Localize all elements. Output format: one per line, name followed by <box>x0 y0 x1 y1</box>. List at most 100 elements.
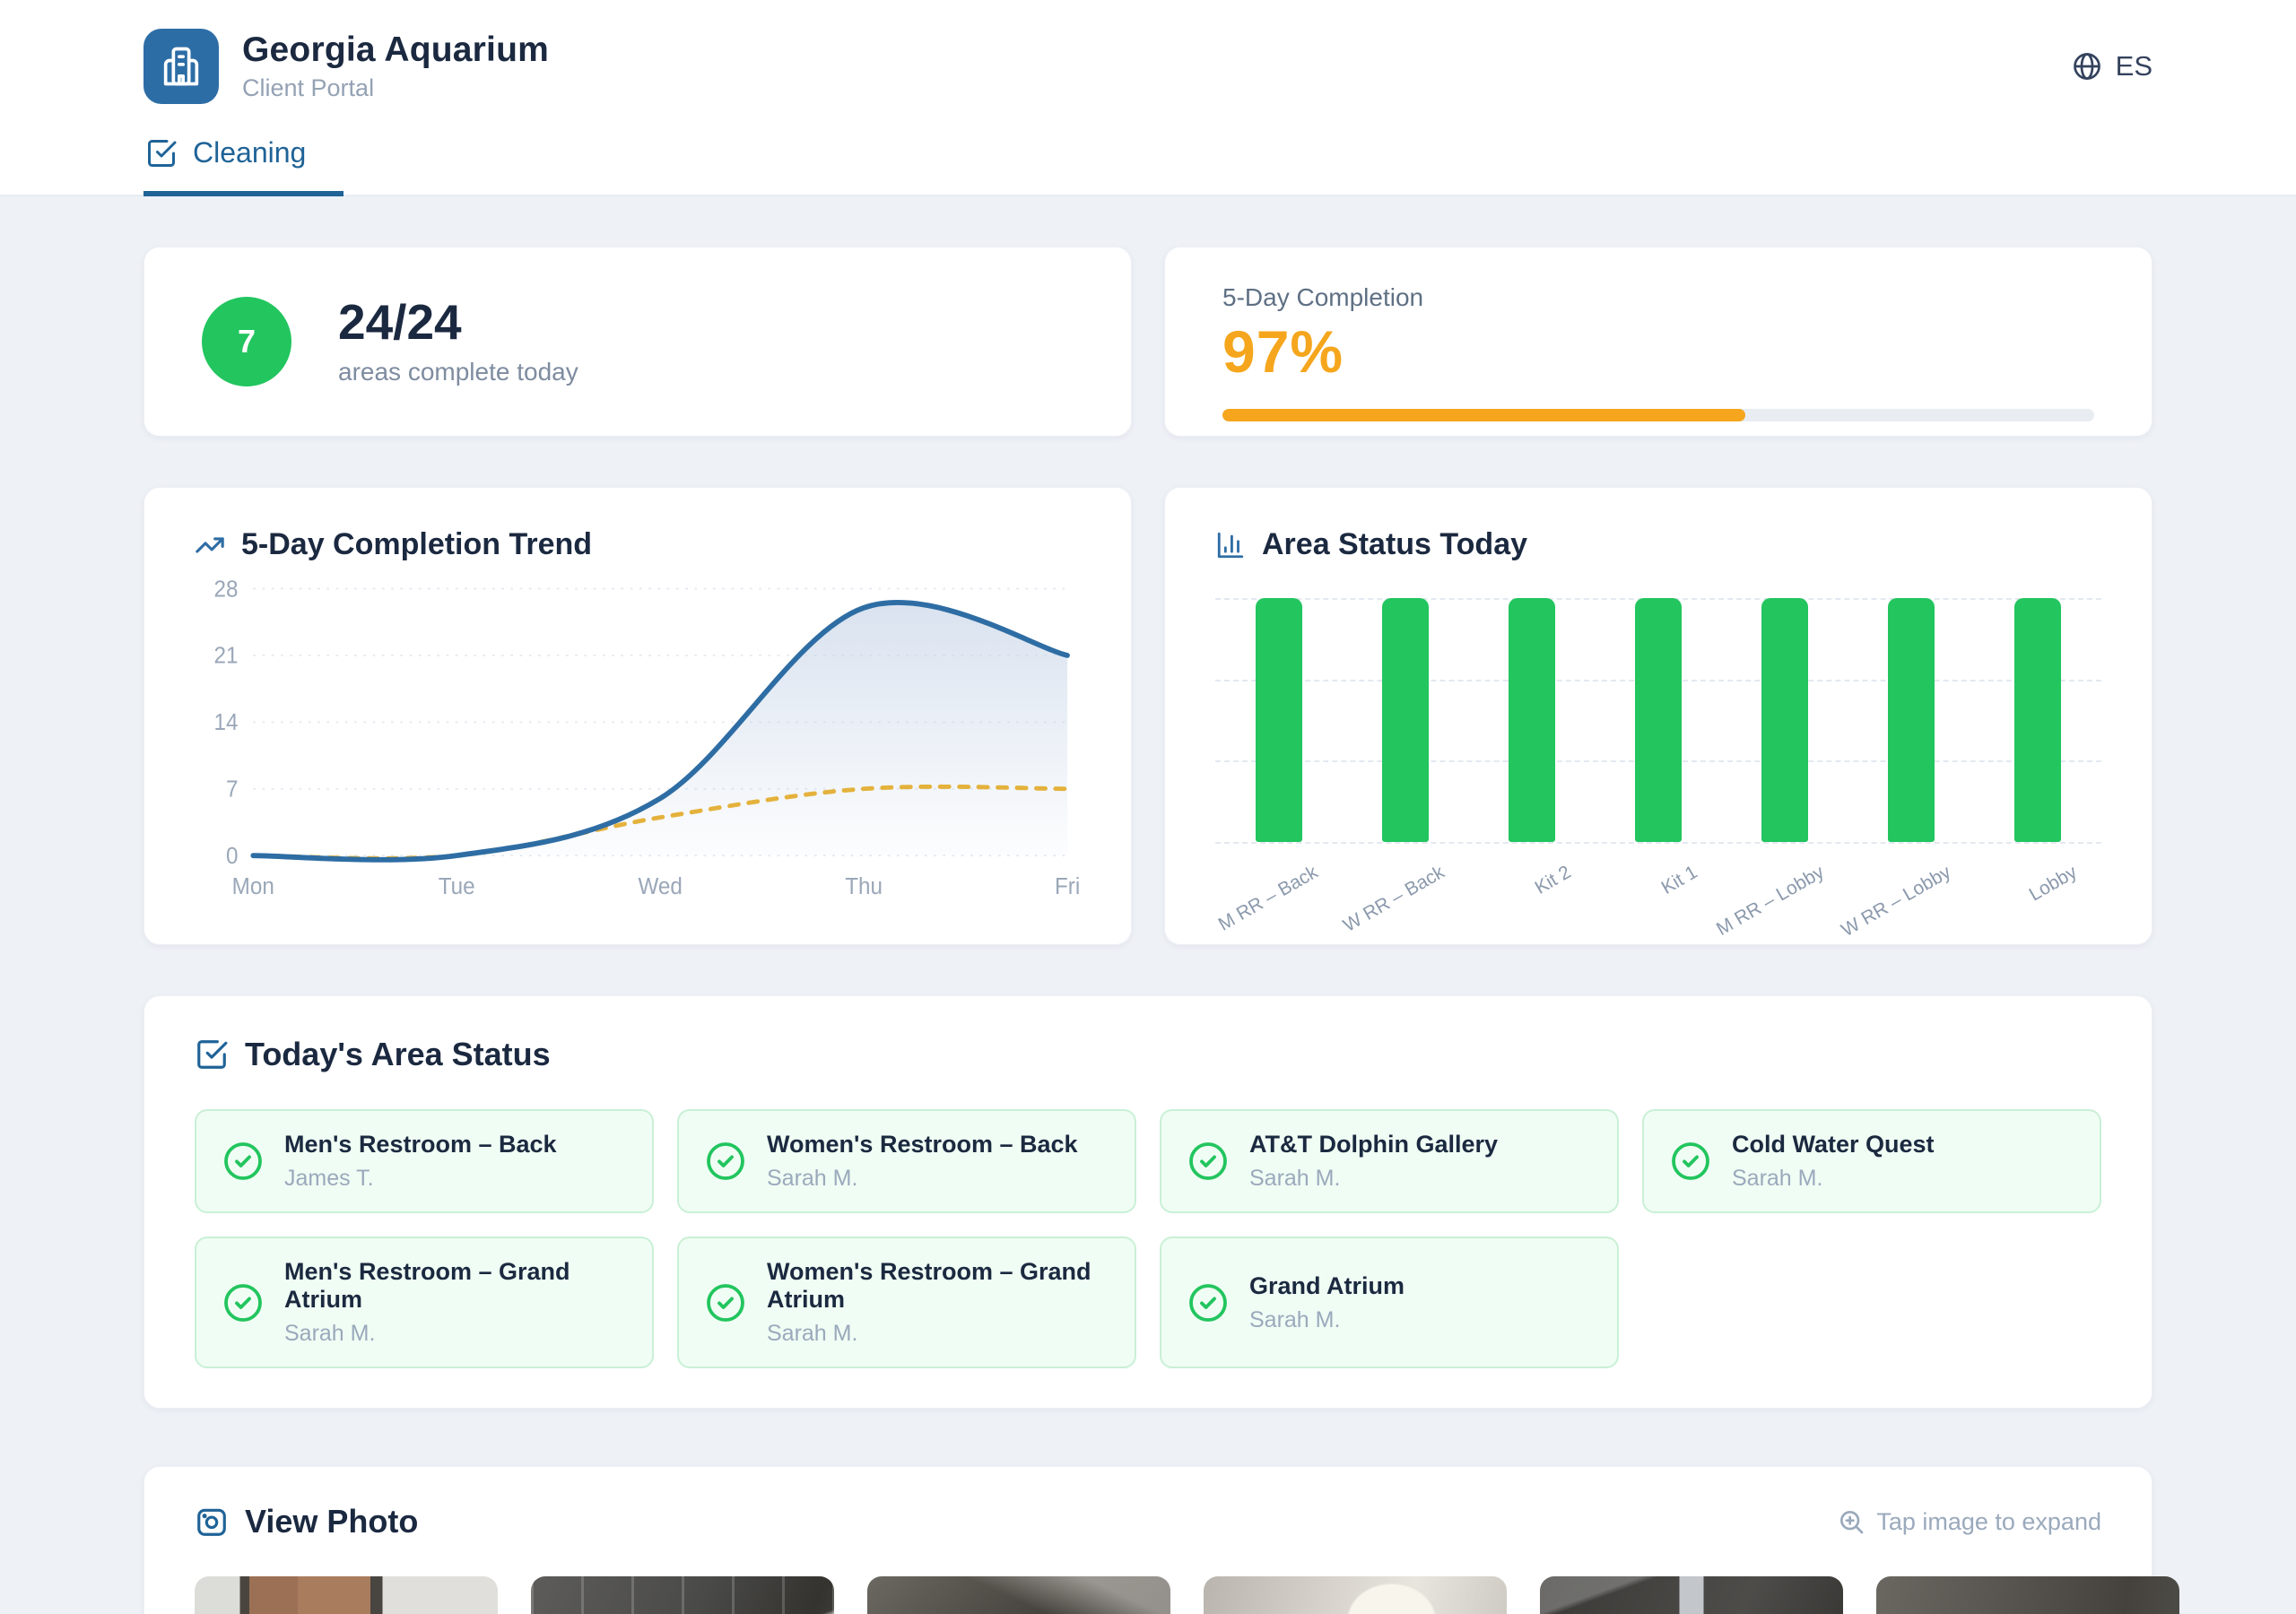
tab-label: Cleaning <box>193 136 307 169</box>
area-status-item: Women's Restroom – Grand Atrium Sarah M. <box>677 1237 1136 1368</box>
area-status-item: Cold Water Quest Sarah M. <box>1642 1109 2101 1213</box>
check-square-icon <box>197 1040 228 1069</box>
view-photo-title: View Photo <box>245 1503 419 1540</box>
area-cleaned-by: James T. <box>284 1166 374 1191</box>
trend-chart-title: 5-Day Completion Trend <box>241 527 593 561</box>
zoom-in-icon <box>1840 1511 1864 1534</box>
area-cleaned-by: Sarah M. <box>767 1321 858 1346</box>
bar-column-2 <box>1342 598 1468 842</box>
bar-column-7 <box>1975 598 2101 842</box>
bar-column-4 <box>1595 598 1721 842</box>
brand: Georgia Aquarium Client Portal <box>144 0 2152 104</box>
status-bar <box>1255 598 1302 842</box>
area-cleaned-by: Sarah M. <box>284 1321 376 1346</box>
page-subtitle: Client Portal <box>242 74 375 101</box>
tab-cleaning[interactable]: Cleaning <box>144 136 344 196</box>
today-area-status-card: Today's Area Status Men's Restroom – Bac… <box>144 995 2152 1409</box>
area-status-bar-chart <box>1215 598 2101 844</box>
check-circle-icon <box>1189 1283 1227 1322</box>
bar-column-5 <box>1722 598 1848 842</box>
photo-thumbnail-tile-wall-sign[interactable] <box>1876 1576 2179 1614</box>
photo-thumbnail-ceiling-lights[interactable] <box>1204 1576 1507 1614</box>
area-name: Grand Atrium <box>1249 1271 1405 1299</box>
check-circle-icon <box>1672 1142 1709 1180</box>
language-selector[interactable]: ES <box>2071 50 2152 82</box>
svg-text:Wed: Wed <box>638 875 682 900</box>
tab-bar: Cleaning <box>144 136 2152 196</box>
area-cleaned-by: Sarah M. <box>1249 1166 1341 1191</box>
area-name: Men's Restroom – Back <box>284 1131 557 1158</box>
trend-chart-card: 5-Day Completion Trend 0 7 14 21 28 Mon Tue Wed… <box>144 487 1132 945</box>
bar-category-label: W RR – Lobby <box>1838 862 1954 941</box>
svg-text:7: 7 <box>226 777 238 803</box>
area-cleaned-by: Sarah M. <box>1249 1306 1341 1332</box>
completion-ratio: 24/24 <box>338 294 462 351</box>
area-status-item: Women's Restroom – Back Sarah M. <box>677 1109 1136 1213</box>
area-name: Cold Water Quest <box>1732 1131 1935 1158</box>
area-name: Men's Restroom – Grand Atrium <box>284 1258 570 1313</box>
area-cleaned-by: Sarah M. <box>1732 1166 1823 1191</box>
bar-column-6 <box>1848 598 1975 842</box>
areas-complete-card: 7 24/24 areas complete today <box>144 247 1132 437</box>
building-icon <box>163 47 199 86</box>
completion-caption: areas complete today <box>338 357 578 386</box>
status-bar <box>1508 598 1555 842</box>
completion-progress-track <box>1222 409 2094 421</box>
bar-category-label: Lobby <box>2025 862 2081 906</box>
check-circle-icon <box>707 1142 744 1180</box>
trend-line-chart: 0 7 14 21 28 Mon Tue Wed Thu Fri <box>214 577 1081 900</box>
photo-thumbnail-dispenser-ceiling[interactable] <box>867 1576 1170 1614</box>
area-status-section-title: Today's Area Status <box>245 1036 551 1072</box>
check-square-icon <box>148 139 177 167</box>
svg-text:28: 28 <box>214 577 239 603</box>
status-bar <box>2014 598 2062 842</box>
language-code: ES <box>2115 50 2152 82</box>
five-day-label: 5-Day Completion <box>1222 283 1424 311</box>
check-circle-icon <box>707 1283 744 1322</box>
view-photo-card: View Photo Tap image to expand <box>144 1466 2179 1614</box>
bar-column-1 <box>1215 598 1342 842</box>
check-circle-icon <box>224 1142 262 1180</box>
area-status-chart-card: Area Status Today M RR – Back W RR – Back… <box>1164 487 2152 945</box>
completion-progress-fill <box>1222 409 1746 421</box>
area-status-item: Grand Atrium Sarah M. <box>1160 1237 1619 1368</box>
status-bar <box>1381 598 1429 842</box>
bar-category-label: W RR – Back <box>1339 862 1448 936</box>
area-status-item: AT&T Dolphin Gallery Sarah M. <box>1160 1109 1619 1213</box>
app-header: Georgia Aquarium Client Portal ES Cleani… <box>0 0 2296 196</box>
camera-icon <box>197 1508 226 1536</box>
svg-text:0: 0 <box>226 844 238 869</box>
svg-text:Mon: Mon <box>232 875 274 900</box>
svg-text:Thu: Thu <box>845 875 883 900</box>
areas-count-badge: 7 <box>202 297 291 386</box>
trending-up-icon <box>196 536 224 553</box>
app-logo <box>144 29 219 104</box>
main-content: 7 24/24 areas complete today 5-Day Compl… <box>0 196 2296 1614</box>
status-bar <box>1634 598 1682 842</box>
area-name: AT&T Dolphin Gallery <box>1249 1131 1499 1158</box>
bar-category-label: M RR – Lobby <box>1712 862 1828 941</box>
status-bar <box>1888 598 1935 842</box>
area-status-item: Men's Restroom – Back James T. <box>195 1109 654 1213</box>
bar-category-label: Kit 1 <box>1657 862 1701 898</box>
bar-category-label: Kit 2 <box>1531 862 1575 898</box>
bar-chart-icon <box>1217 532 1244 558</box>
area-name: Women's Restroom – Grand Atrium <box>767 1258 1091 1313</box>
svg-text:21: 21 <box>214 644 239 669</box>
svg-text:Tue: Tue <box>439 875 475 900</box>
gridline <box>1215 842 2101 844</box>
tap-to-expand-text: Tap image to expand <box>1876 1507 2101 1535</box>
status-bar <box>1761 598 1809 842</box>
check-circle-icon <box>224 1283 262 1322</box>
area-status-item: Men's Restroom – Grand Atrium Sarah M. <box>195 1237 654 1368</box>
bar-column-3 <box>1468 598 1595 842</box>
svg-text:Fri: Fri <box>1055 875 1080 900</box>
five-day-percent: 97% <box>1222 318 1344 385</box>
bar-chart-title: Area Status Today <box>1262 527 1528 561</box>
bar-category-label: M RR – Back <box>1214 862 1322 935</box>
photo-thumbnail-restroom-stall-door[interactable] <box>195 1576 498 1614</box>
photo-thumbnail-sink-faucet[interactable] <box>1540 1576 1843 1614</box>
five-day-completion-card: 5-Day Completion 97% <box>1164 247 2152 437</box>
photo-thumbnail-dark-tile-wall[interactable] <box>531 1576 834 1614</box>
area-name: Women's Restroom – Back <box>767 1131 1078 1158</box>
